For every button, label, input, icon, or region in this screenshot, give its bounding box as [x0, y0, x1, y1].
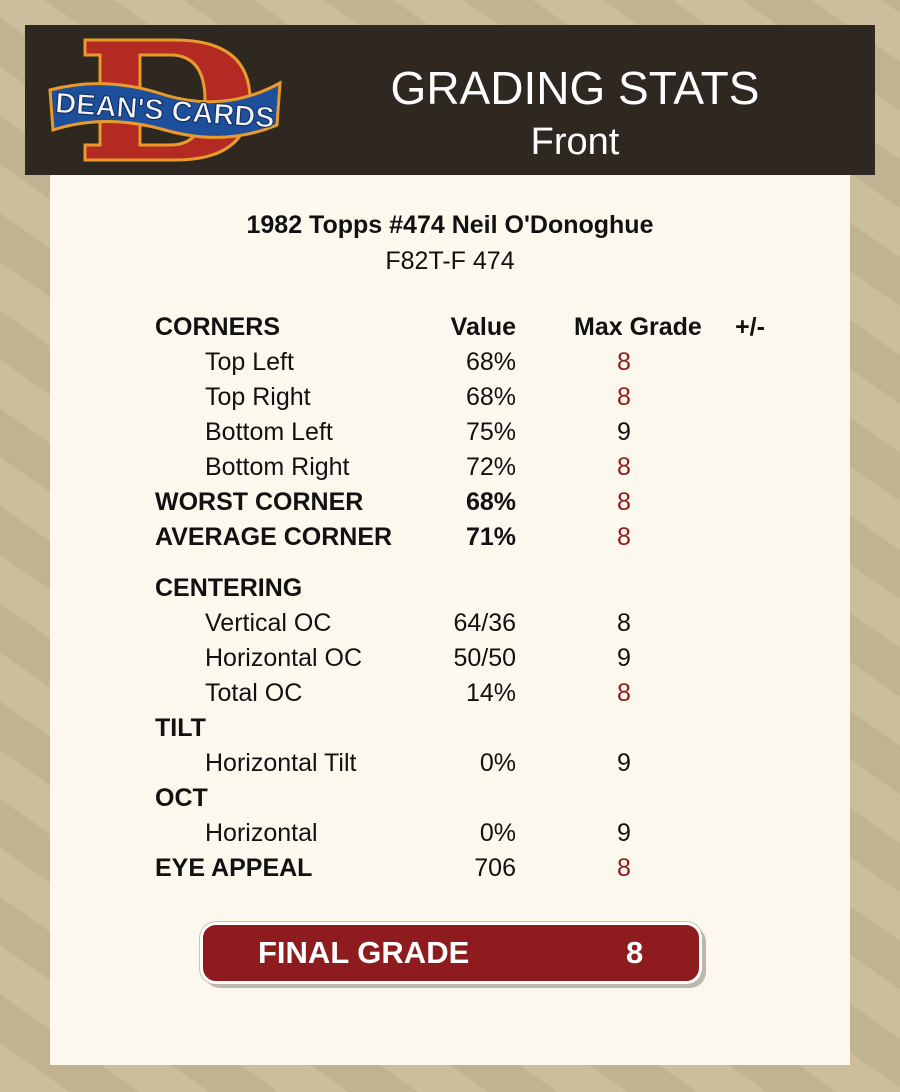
row-value: 75% [465, 418, 516, 446]
table-header-row: CORNERS Value Max Grade +/- [50, 313, 850, 348]
row-value: 71% [465, 523, 516, 551]
table-row: WORST CORNER 68% 8 [50, 488, 850, 523]
row-value: 0% [479, 819, 516, 847]
corners-heading: CORNERS [155, 313, 281, 341]
row-label: AVERAGE CORNER [155, 523, 393, 551]
header-bar: DEAN'S CARDS GRADING STATS Front [25, 25, 875, 175]
row-value: 0% [479, 749, 516, 777]
row-label: WORST CORNER [155, 488, 364, 516]
row-label: Total OC [205, 679, 303, 707]
plus-minus-column-header: +/- [735, 313, 765, 341]
row-max-grade: 8 [617, 523, 631, 551]
row-label: Vertical OC [205, 609, 332, 637]
row-value: 64/36 [453, 609, 516, 637]
table-row: Bottom Left 75% 9 [50, 418, 850, 453]
row-label: CENTERING [155, 574, 303, 602]
row-value: 72% [465, 453, 516, 481]
row-max-grade: 8 [617, 609, 631, 637]
row-value: 68% [465, 383, 516, 411]
table-row: Bottom Right 72% 8 [50, 453, 850, 488]
row-value: 50/50 [453, 644, 516, 672]
deans-cards-logo: DEAN'S CARDS [48, 38, 282, 162]
final-grade-value: 8 [626, 935, 644, 970]
row-value: 68% [465, 348, 516, 376]
table-row: AVERAGE CORNER 71% 8 [50, 523, 850, 558]
row-value: 68% [465, 488, 516, 516]
table-row: Horizontal 0% 9 [50, 819, 850, 854]
grading-table: CORNERS Value Max Grade +/- Top Left 68% 8… [50, 313, 850, 889]
table-row: Top Left 68% 8 [50, 348, 850, 383]
row-label: Bottom Right [205, 453, 350, 481]
card-code: F82T-F 474 [385, 247, 515, 275]
row-label: Horizontal OC [205, 644, 362, 672]
value-column-header: Value [450, 313, 516, 341]
row-max-grade: 9 [617, 418, 631, 446]
row-max-grade: 8 [617, 854, 631, 882]
row-label: Bottom Left [205, 418, 333, 446]
table-row: Total OC 14% 8 [50, 679, 850, 714]
row-label: TILT [155, 714, 206, 742]
row-label: EYE APPEAL [155, 854, 313, 882]
table-row: OCT [50, 784, 850, 819]
row-label: OCT [155, 784, 208, 812]
table-row: Top Right 68% 8 [50, 383, 850, 418]
row-max-grade: 8 [617, 488, 631, 516]
final-grade-banner: FINAL GRADE 8 [200, 922, 702, 984]
row-max-grade: 9 [617, 749, 631, 777]
card-title: 1982 Topps #474 Neil O'Donoghue [246, 211, 654, 239]
row-max-grade: 8 [617, 348, 631, 376]
table-row: Horizontal Tilt 0% 9 [50, 749, 850, 784]
row-max-grade: 8 [617, 383, 631, 411]
table-row: EYE APPEAL 706 8 [50, 854, 850, 889]
row-max-grade: 8 [617, 679, 631, 707]
row-max-grade: 8 [617, 453, 631, 481]
row-max-grade: 9 [617, 819, 631, 847]
row-value: 14% [465, 679, 516, 707]
row-max-grade: 9 [617, 644, 631, 672]
row-label: Top Left [205, 348, 294, 376]
table-row: Horizontal OC 50/50 9 [50, 644, 850, 679]
row-value: 706 [474, 854, 516, 882]
table-row: CENTERING [50, 574, 850, 609]
max-grade-column-header: Max Grade [574, 313, 702, 341]
page-subtitle: Front [530, 121, 620, 163]
table-row: Vertical OC 64/36 8 [50, 609, 850, 644]
row-label: Horizontal [205, 819, 318, 847]
table-row: TILT [50, 714, 850, 749]
page-title: GRADING STATS [390, 62, 760, 114]
row-label: Top Right [205, 383, 311, 411]
final-grade-label: FINAL GRADE [258, 935, 470, 970]
row-label: Horizontal Tilt [205, 749, 357, 777]
stats-panel: 1982 Topps #474 Neil O'Donoghue F82T-F 4… [50, 175, 850, 1065]
